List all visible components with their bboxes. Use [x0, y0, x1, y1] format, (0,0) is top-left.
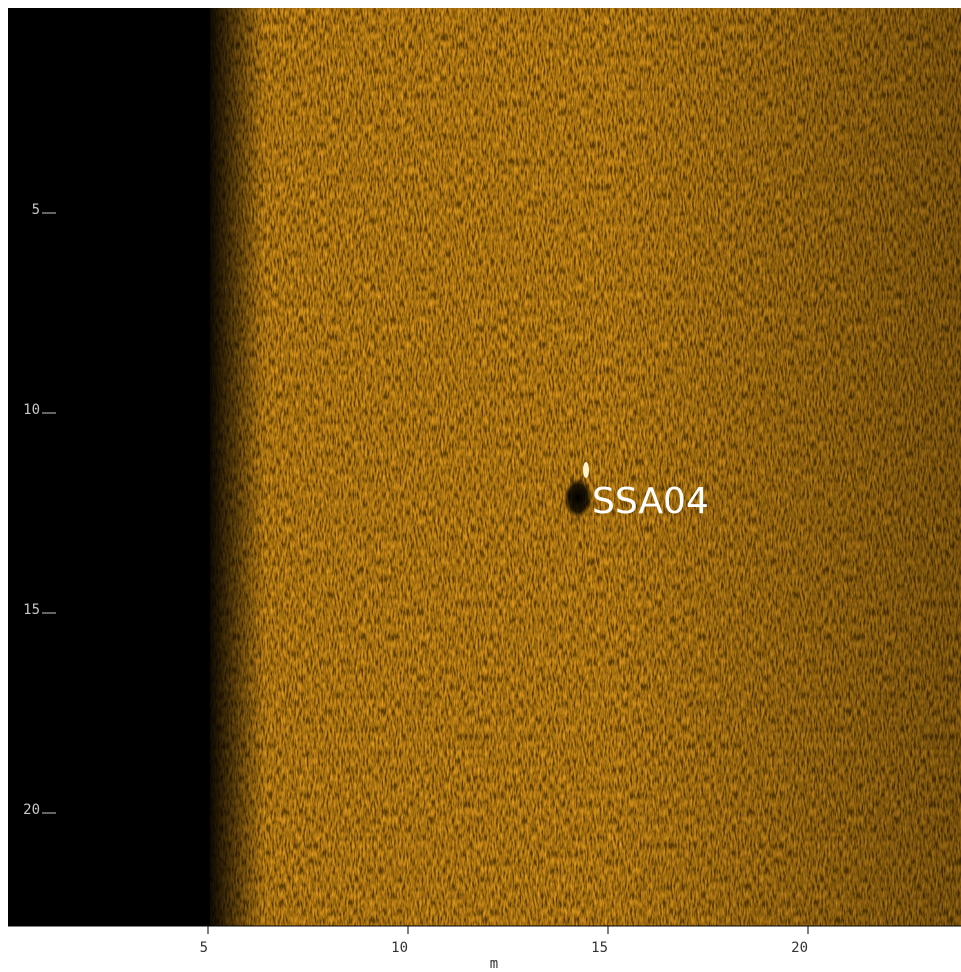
- page: {"image": {"label": "SSA04"}, "x_axis": …: [0, 0, 961, 972]
- x-tick-label: 5: [200, 940, 208, 956]
- y-tick-label: 20: [23, 802, 40, 818]
- target-highlight: [583, 462, 589, 478]
- edge-shadow: [205, 8, 265, 926]
- sonar-view: SSA04 m 5 10 15 20 5 10 15 20: [0, 0, 961, 972]
- x-axis-label: m: [490, 956, 498, 972]
- x-tick-label: 20: [791, 940, 808, 956]
- x-tick-label: 15: [591, 940, 608, 956]
- target-shadow: [564, 478, 592, 518]
- y-tick-label: 10: [23, 402, 40, 418]
- x-tick-label: 10: [391, 940, 408, 956]
- y-tick-label: 5: [32, 202, 40, 218]
- target-label: SSA04: [592, 481, 709, 522]
- y-tick-label: 15: [23, 602, 40, 618]
- far-fade: [610, 8, 961, 926]
